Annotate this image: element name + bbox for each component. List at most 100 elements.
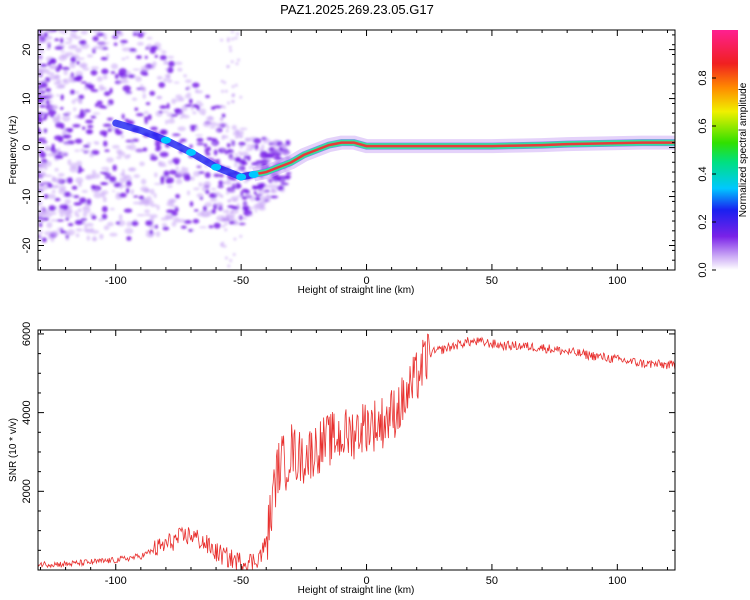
spectrogram-point [173,81,180,84]
spectrogram-point [82,207,91,214]
spectrogram-point [46,221,53,229]
spectrogram-point [221,113,226,118]
spectrogram-point [225,214,229,218]
spectrogram-point [73,202,82,206]
spectrogram-point [285,139,291,146]
spectrogram-point [102,74,108,80]
spectrogram-point [110,207,115,211]
spectrogram-point [207,146,211,152]
spectrogram-point [175,94,183,100]
spectrogram-point [65,238,70,241]
spectrogram-point [46,47,51,51]
spectrogram-point [231,124,237,131]
spectrogram-point [171,114,178,117]
x-tick-label: -100 [105,275,127,287]
spectrogram-point [92,112,101,115]
spectrogram-point [228,45,232,49]
spectrogram-point [275,147,279,151]
spectrogram-point [92,35,99,42]
spectrogram-point [78,165,82,171]
spectrogram-point [184,79,192,83]
spectrogram-point [62,115,71,122]
y-tick-label: 2000 [21,479,33,503]
spectrogram-point [110,71,116,74]
spectrogram-point [237,205,241,209]
spectrogram-point [145,220,153,227]
spectrogram-point [195,100,202,104]
spectrogram-point [69,25,76,28]
spectrogram-point [135,76,142,82]
spectrogram-point [59,185,66,192]
spectrogram-point [110,13,116,16]
spectrogram-point [220,117,224,121]
spectrogram-point [42,9,49,11]
spectrogram-point [154,224,159,229]
spectrogram-point [184,94,192,99]
spectrogram-point [96,32,105,37]
spectrogram-point [55,10,62,14]
spectrogram-point [36,6,44,9]
spectrogram-point [90,230,100,234]
spectrogram-point [86,198,92,205]
spectrogram-point [262,137,271,144]
spectrogram-point [80,43,90,49]
spectrogram-point [102,47,109,50]
spectrogram-point [204,172,211,179]
spectrogram-point [285,174,291,180]
spectrogram-point [118,214,123,221]
spectrogram-point [120,39,128,44]
snr-series-line [38,333,675,570]
spectrogram-point [55,85,65,89]
spectrogram-point [196,137,204,143]
spectrogram-point [203,143,208,148]
colorbar-ticks: 0.0 0.2 0.4 0.6 0.8 [697,70,716,278]
spectrogram-point [121,47,130,52]
spectrogram-point [62,79,67,83]
spectrogram-point [221,148,225,152]
spectrogram-point [80,148,86,152]
spectrogram-point [285,171,292,175]
spectrogram-point [51,143,55,149]
spectrogram-point [177,126,186,132]
spectrogram-point [70,56,76,63]
spectrogram-point [132,201,141,205]
spectrogram-point [221,134,225,138]
spectrogram-point [160,178,165,185]
spectrogram-point [177,218,186,223]
spectrogram-point [56,219,65,222]
spectrogram-point [81,7,88,12]
spectrogram-point [41,140,48,144]
spectrogram-point [93,192,103,199]
spectrogram-point [205,152,211,156]
spectrogram-point [44,231,53,236]
spectrogram-point [103,12,108,16]
spectrogram-point [81,9,90,11]
spectrogram-point [135,113,144,117]
spectrogram-point [186,92,192,95]
spectrogram-point [67,14,73,16]
spectrogram-point [221,215,225,219]
spectrogram-point [57,227,63,232]
spectrogram-point [53,12,60,16]
spectrogram-point [179,138,187,143]
spectrogram-point [122,7,128,12]
spectrogram-point [209,126,217,129]
spectrogram-point [247,213,254,217]
spectrogram-point [91,215,97,220]
spectrogram-point [185,87,189,90]
spectrogram-point [198,182,203,187]
spectrogram-point [115,221,121,225]
spectrogram-point [59,50,66,53]
spectrogram-point [36,13,41,18]
spectrogram-point [45,174,53,177]
spectrogram-point [43,32,48,38]
spectrogram-point [136,41,144,46]
spectrogram-point [238,222,246,226]
spectrogram-point [63,142,71,146]
spectrogram-point [268,147,275,151]
y-tick-label: 6000 [21,322,33,346]
spectrogram-point [271,141,278,146]
colorbar-gradient [712,30,738,270]
spectrogram-frame [37,29,676,271]
spectrogram-point [96,76,103,82]
